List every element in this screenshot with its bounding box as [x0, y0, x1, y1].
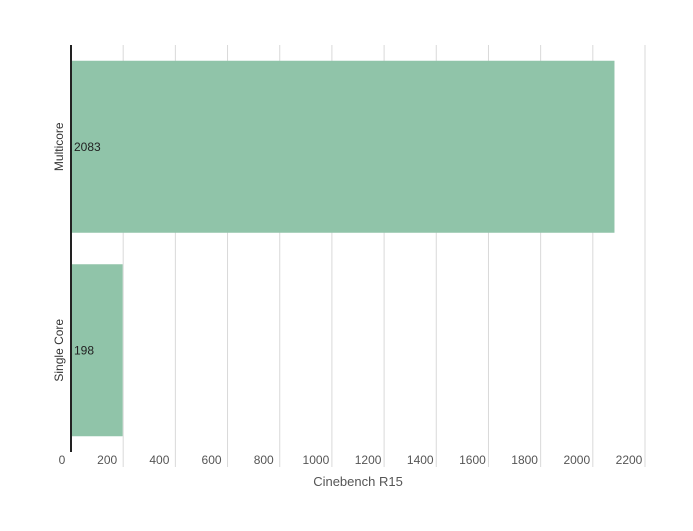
x-tick-label: 1600 — [459, 453, 486, 467]
x-tick-label: 1400 — [407, 453, 434, 467]
x-tick-label: 1000 — [303, 453, 330, 467]
category-label: Multicore — [52, 122, 66, 171]
x-tick-label: 600 — [202, 453, 222, 467]
bars — [71, 60, 615, 437]
x-tick-label: 2000 — [563, 453, 590, 467]
x-tick-label: 400 — [149, 453, 169, 467]
x-axis-title: Cinebench R15 — [313, 474, 403, 489]
x-tick-label: 1200 — [355, 453, 382, 467]
data-label: 198 — [74, 343, 94, 357]
bar — [71, 264, 123, 437]
data-label: 2083 — [74, 140, 101, 154]
x-tick-label: 200 — [97, 453, 117, 467]
category-labels: Multicore Single Core — [52, 122, 66, 382]
x-tick-label: 800 — [254, 453, 274, 467]
category-label: Single Core — [52, 319, 66, 382]
data-labels: 2083 198 — [74, 140, 101, 358]
x-tick-label: 1800 — [511, 453, 538, 467]
x-tick-labels: 0 200 400 600 800 1000 1200 1400 1600 1800 2000 220… — [59, 453, 643, 467]
x-tick-label: 2200 — [616, 453, 643, 467]
x-tick-label: 0 — [59, 453, 66, 467]
bar — [71, 60, 615, 233]
